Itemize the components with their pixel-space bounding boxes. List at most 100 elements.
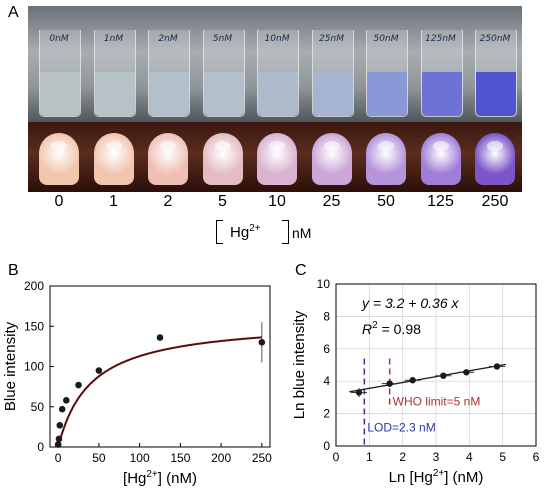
x-tick-label: 6: [533, 450, 540, 464]
fit-curve: [57, 336, 262, 448]
vial-liquid: [367, 72, 407, 116]
data-point: [95, 367, 103, 374]
vial-5: 25nM: [309, 6, 355, 118]
vial-0: 0nM: [36, 6, 82, 118]
tube-tip-7: [420, 133, 461, 185]
tube-tip-3: [202, 133, 243, 185]
vial-liquid: [421, 72, 462, 116]
chart-b-blue-intensity: 0 50 100 150 200 0 50 100 150 200 250 Blue intensit…: [2, 279, 272, 487]
x-tick-label: 1: [366, 450, 373, 464]
sample-photo: 0nM 1nM 2nM 5nM 10nM 25nM 50nM 125nM 250nM: [28, 6, 522, 192]
vial-label: 1nM: [103, 34, 124, 44]
data-point: [463, 369, 470, 376]
vial-liquid: [203, 72, 244, 116]
concentration-label: 0: [54, 193, 64, 210]
tube-tip-0: [39, 133, 79, 185]
concentration-label: 250: [481, 193, 509, 210]
vial-label: 250nM: [479, 34, 511, 44]
vial-8: 250nM: [472, 6, 518, 118]
data-point: [355, 389, 363, 396]
vial-glass: [93, 30, 136, 117]
vial-1: 1nM: [91, 6, 137, 118]
panel-label-c: C: [295, 262, 307, 279]
y-tick-label: 50: [31, 400, 45, 414]
tube-tip-highlight: [214, 141, 231, 151]
tube-tip-6: [366, 133, 406, 185]
panel-label-b: B: [8, 262, 19, 279]
tube-tip-8: [475, 133, 515, 185]
y-axis-label: Blue intensity: [2, 321, 19, 411]
tube-tip-highlight: [432, 141, 449, 151]
tube-tip-highlight: [323, 141, 340, 151]
y-tick-label: 6: [323, 342, 330, 356]
data-point: [54, 441, 62, 448]
y-axis-label: Ln blue intensity: [291, 310, 308, 419]
tube-tip-2: [148, 133, 188, 185]
concentration-label: 5: [218, 193, 227, 210]
x-tick-label: 150: [170, 451, 190, 465]
vial-glass: [39, 30, 81, 117]
vial-label: 2nM: [158, 34, 178, 44]
data-point: [55, 435, 63, 443]
vial-glass: [257, 30, 299, 117]
data-point: [409, 377, 416, 384]
vial-liquid: [476, 72, 516, 116]
vial-liquid: [312, 72, 353, 116]
vial-glass: [148, 30, 190, 117]
tube-tip-highlight: [105, 141, 122, 151]
data-point: [62, 397, 70, 404]
x-tick-label: 100: [130, 451, 150, 465]
y-tick-label: 2: [323, 407, 330, 421]
tube-tip-1: [93, 133, 134, 185]
data-point: [386, 380, 393, 387]
vial-glass: [366, 30, 408, 117]
x-axis-label: Ln [Hg2+] (nM): [389, 468, 484, 486]
tube-tip-highlight: [378, 141, 394, 151]
fit-line: [349, 363, 507, 393]
vial-3: 5nM: [200, 6, 246, 118]
fit-equation: y = 3.2 + 0.36 x: [361, 295, 460, 311]
unit-nm: nM: [292, 225, 312, 241]
plot-frame: [335, 283, 537, 447]
vial-2: 2nM: [145, 6, 191, 118]
y-tick-label: 0: [37, 440, 44, 454]
vial-liquid: [40, 72, 80, 116]
vial-liquid: [258, 72, 298, 116]
tube-tip-highlight: [269, 141, 285, 151]
concentration-label: 1: [109, 193, 118, 210]
data-point: [440, 372, 447, 379]
bracket-right: [282, 220, 289, 244]
vial-label: 5nM: [212, 34, 233, 44]
x-tick-label: 200: [211, 451, 231, 465]
vial-liquid: [94, 72, 135, 116]
vial-label: 0nM: [49, 34, 69, 44]
x-tick-label: 50: [92, 451, 106, 465]
vial-label: 50nM: [373, 34, 399, 44]
data-point: [56, 421, 64, 429]
concentration-label: 2: [163, 193, 173, 210]
y-tick-label: 150: [24, 319, 44, 333]
plot-frame: [49, 285, 271, 448]
data-point: [258, 339, 266, 346]
x-tick-label: 3: [433, 450, 440, 464]
vial-glass: [420, 30, 463, 117]
vial-glass: [475, 30, 517, 117]
tube-tip-highlight: [51, 141, 67, 151]
vial-liquid: [149, 72, 189, 116]
chart-c-ln-blue-intensity: 0 2 4 6 8 10 0 1 2 3 4 5 6 y = 3.2 + 0.36 x R2 = 0.98 L…: [291, 277, 540, 486]
tube-tip-highlight: [160, 141, 176, 151]
concentration-label: 10: [268, 193, 286, 210]
vial-label: 125nM: [425, 34, 456, 44]
y-tick-label: 100: [24, 360, 44, 374]
unit-ion: Hg2+: [230, 223, 261, 241]
lod-label: LOD=2.3 nM: [367, 420, 435, 434]
x-axis-label: [Hg2+] (nM): [123, 469, 197, 487]
who-limit-label: WHO limit=5 nM: [393, 395, 481, 409]
vial-label: 10nM: [264, 34, 290, 44]
y-tick-label: 0: [323, 439, 330, 453]
bracket-left: [216, 220, 223, 244]
data-point: [493, 363, 501, 370]
r-squared: R2 = 0.98: [362, 320, 421, 337]
y-tick-label: 10: [317, 277, 331, 291]
concentration-label: 125: [427, 193, 454, 210]
